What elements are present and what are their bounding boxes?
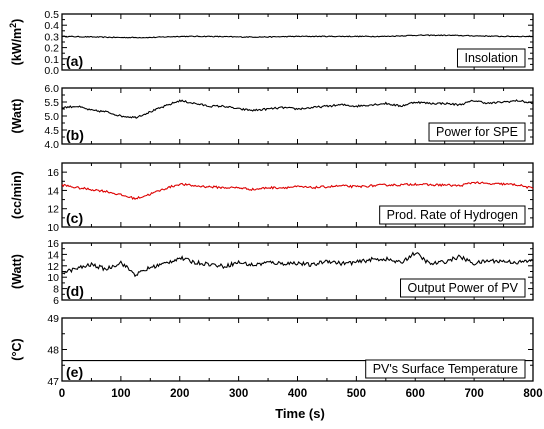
y-tick-label: 4.5: [44, 125, 59, 137]
y-axis-label: (kW/m2): [8, 19, 24, 66]
x-axis-label: Time (s): [275, 406, 325, 421]
y-tick-label: 16: [47, 167, 59, 179]
panel-e: 47 48 49 (°C) (e) PV's Surface Temperature: [10, 313, 534, 388]
y-tick-label: 4.0: [44, 139, 59, 151]
y-tick-label: 10: [47, 222, 59, 234]
x-tick-label: 600: [406, 388, 425, 400]
x-tick-label: 100: [111, 388, 130, 400]
panel-c: 10 12 14 16 (cc/min) (c) Prod. Rate of Hydroge…: [10, 162, 534, 234]
y-tick-label: 16: [47, 238, 59, 250]
legend-box: [456, 48, 526, 68]
series-line: [61, 34, 534, 39]
y-axis-label-text: (Watt): [10, 254, 24, 289]
x-tick-label: 800: [523, 388, 542, 400]
legend-label: Output Power of PV: [408, 281, 519, 295]
legend-label: Prod. Rate of Hydrogen: [387, 208, 518, 222]
x-tick-label: 700: [465, 388, 484, 400]
series-line: [61, 251, 534, 278]
y-tick-label: 10: [47, 272, 59, 284]
y-tick-label: 8: [53, 284, 59, 296]
panels-group: 0.00.10.20.30.40.5 (kW/m2) (a) Insolation 4.…: [8, 9, 534, 388]
y-axis-label-close: ): [10, 19, 24, 23]
legend-box: [400, 278, 526, 298]
y-tick-label: 0.2: [44, 43, 59, 55]
x-tick-label: 500: [347, 388, 366, 400]
y-tick-label: 48: [47, 345, 59, 357]
legend-label: Insolation: [464, 51, 518, 65]
y-tick-label: 0.1: [44, 54, 59, 66]
panel-tag: (d): [66, 283, 84, 299]
y-axis-label: (cc/min): [10, 171, 24, 219]
y-tick-label: 47: [47, 376, 59, 388]
x-axis: Time (s) 0 100 200 300 400 500 600 700 800: [59, 388, 543, 421]
series-line: [61, 99, 534, 119]
legend-box: [365, 359, 526, 379]
panel-b: 4.0 4.5 5.0 5.5 6.0 (Watt) (b) Power for SPE: [10, 83, 534, 151]
y-tick-label: 6: [53, 295, 59, 307]
series-line: [61, 181, 534, 201]
y-axis-label-superscript: 2: [8, 23, 18, 28]
y-axis-label: (Watt): [10, 99, 24, 134]
panel-tag: (e): [66, 364, 83, 380]
x-tick-label: 0: [59, 388, 65, 400]
y-axis-label-text: (cc/min): [10, 171, 24, 219]
legend-box: [428, 122, 526, 142]
y-axis-label-text: (°C): [10, 338, 24, 360]
x-tick-label: 200: [170, 388, 189, 400]
y-tick-label: 0.5: [44, 9, 59, 21]
y-tick-label: 14: [47, 249, 59, 261]
x-tick-label: 400: [288, 388, 307, 400]
y-tick-label: 49: [47, 313, 59, 325]
y-tick-label: 0.0: [44, 65, 59, 77]
y-axis-label: (Watt): [10, 254, 24, 289]
y-tick-label: 6.0: [44, 83, 59, 95]
panel-a: 0.00.10.20.30.40.5 (kW/m2) (a) Insolation: [8, 9, 534, 77]
y-tick-label: 12: [47, 261, 59, 273]
y-tick-label: 5.5: [44, 97, 59, 109]
panel-tag: (a): [66, 53, 83, 69]
y-axis-label-text: (kW/m: [10, 28, 24, 66]
x-tick-label: 300: [229, 388, 248, 400]
y-tick-label: 14: [47, 185, 59, 197]
y-tick-label: 5.0: [44, 111, 59, 123]
y-tick-label: 12: [47, 204, 59, 216]
panel-tag: (c): [66, 210, 83, 226]
y-tick-label: 0.3: [44, 31, 59, 43]
legend-label: Power for SPE: [436, 125, 518, 139]
legend-label: PV's Surface Temperature: [373, 362, 518, 376]
y-axis-label-text: (Watt): [10, 99, 24, 134]
y-tick-label: 0.4: [44, 20, 59, 32]
panel-tag: (b): [66, 127, 84, 143]
y-axis-label: (°C): [10, 338, 24, 360]
legend-box: [379, 205, 526, 225]
